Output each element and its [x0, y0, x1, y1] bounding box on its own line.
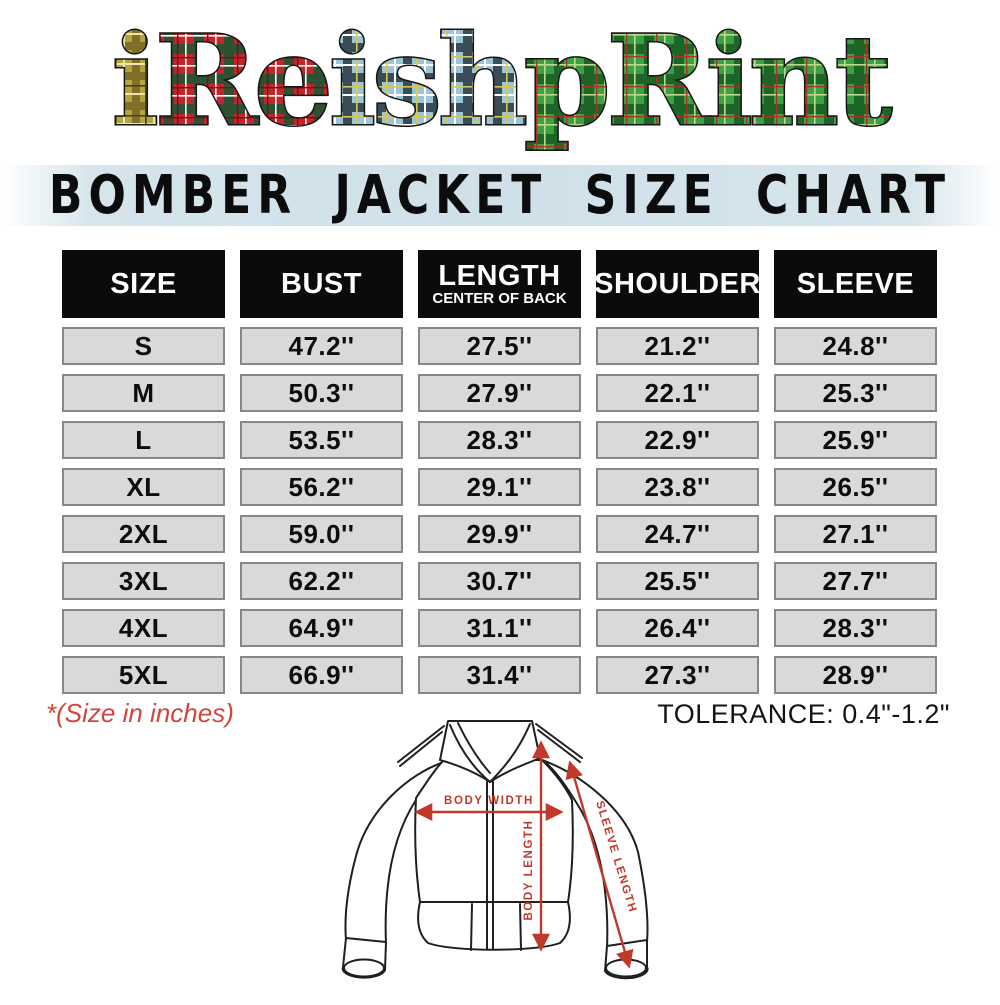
cell-bust: 66.9'' — [240, 656, 403, 694]
body-width-label: BODY WIDTH — [444, 795, 534, 807]
cell-bust: 56.2'' — [240, 468, 403, 506]
cell-shoulder: 22.9'' — [596, 421, 759, 459]
cell-sleeve: 27.1'' — [774, 515, 937, 553]
header-label: SIZE — [110, 267, 177, 300]
cell-bust: 64.9'' — [240, 609, 403, 647]
header-cell-shoulder: SHOULDER — [594, 250, 761, 318]
logo-segment-green: pRint — [524, 9, 892, 154]
measurement-arrows — [414, 740, 634, 969]
cell-length: 29.9'' — [418, 515, 581, 553]
cell-bust: 53.5'' — [240, 421, 403, 459]
cell-size: L — [62, 421, 225, 459]
cell-length: 29.1'' — [418, 468, 581, 506]
cell-length: 27.9'' — [418, 374, 581, 412]
header-sublabel: CENTER OF BACK — [432, 289, 567, 307]
cell-size: 2XL — [62, 515, 225, 553]
title-strip: BOMBER JACKET SIZE CHART — [0, 164, 1000, 227]
cell-shoulder: 27.3'' — [596, 656, 759, 694]
cell-bust: 59.0'' — [240, 515, 403, 553]
jacket-right-shoulder-seam — [535, 723, 583, 759]
jacket-band-seam-right — [519, 903, 522, 951]
jacket-collar-inner — [457, 722, 491, 774]
header-cell-bust: BUST — [240, 250, 403, 318]
cell-size: M — [62, 374, 225, 412]
jacket-vneck-right — [489, 723, 531, 783]
cell-shoulder: 25.5'' — [596, 562, 759, 600]
cell-length: 31.4'' — [418, 656, 581, 694]
cell-sleeve: 28.9'' — [774, 656, 937, 694]
cell-size: 4XL — [62, 609, 225, 647]
sleeve-length-arrow — [565, 760, 634, 969]
jacket-outline — [341, 720, 649, 980]
cell-size: 5XL — [62, 656, 225, 694]
cell-sleeve: 24.8'' — [774, 327, 937, 365]
brand-logo-text: iReishpRint — [112, 9, 892, 154]
jacket-left-shoulder-seam — [397, 725, 445, 763]
tolerance-note: TOLERANCE: 0.4"-1.2" — [657, 699, 950, 729]
jacket-left-cuff-rim — [343, 958, 385, 978]
size-table: SIZE BUST LENGTH CENTER OF BACK SHOULDER … — [62, 250, 938, 694]
cell-sleeve: 27.7'' — [774, 562, 937, 600]
header-label: BUST — [281, 267, 362, 300]
jacket-vneck-left — [449, 724, 491, 783]
cell-shoulder: 23.8'' — [596, 468, 759, 506]
logo-segment-gold: i — [112, 9, 157, 154]
cell-size: 3XL — [62, 562, 225, 600]
cell-sleeve: 25.9'' — [774, 421, 937, 459]
body-length-label: BODY LENGTH — [523, 819, 535, 920]
size-unit-note: *(Size in inches) — [46, 698, 234, 728]
jacket-left-shoulder-seam-2 — [399, 731, 443, 767]
jacket-right-cuff-rim — [605, 958, 647, 978]
cell-shoulder: 22.1'' — [596, 374, 759, 412]
jacket-diagram-svg: BODY WIDTH BODY LENGTH SLEEVE LENGTH — [341, 720, 649, 980]
header-cell-size: SIZE — [62, 250, 225, 318]
brand-logo: iReishpRint — [0, 0, 1000, 160]
cell-sleeve: 25.3'' — [774, 374, 937, 412]
jacket-measurement-diagram: BODY WIDTH BODY LENGTH SLEEVE LENGTH — [330, 718, 670, 1000]
logo-segment-red: Re — [155, 9, 329, 154]
cell-sleeve: 28.3'' — [774, 609, 937, 647]
cell-size: S — [62, 327, 225, 365]
jacket-band-seam-left — [470, 903, 473, 951]
cell-length: 30.7'' — [418, 562, 581, 600]
logo-segment-blue: ish — [329, 9, 526, 154]
header-label: LENGTH — [438, 259, 561, 292]
header-cell-length: LENGTH CENTER OF BACK — [418, 250, 581, 318]
cell-shoulder: 21.2'' — [596, 327, 759, 365]
page-title: BOMBER JACKET SIZE CHART — [48, 164, 952, 227]
jacket-right-shoulder-seam-2 — [537, 729, 581, 763]
cell-shoulder: 24.7'' — [596, 515, 759, 553]
cell-sleeve: 26.5'' — [774, 468, 937, 506]
brand-logo-svg: iReishpRint — [110, 8, 897, 156]
cell-length: 28.3'' — [418, 421, 581, 459]
cell-length: 27.5'' — [418, 327, 581, 365]
cell-bust: 50.3'' — [240, 374, 403, 412]
cell-bust: 62.2'' — [240, 562, 403, 600]
cell-size: XL — [62, 468, 225, 506]
header-cell-sleeve: SLEEVE — [774, 250, 937, 318]
cell-bust: 47.2'' — [240, 327, 403, 365]
cell-length: 31.1'' — [418, 609, 581, 647]
header-label: SLEEVE — [796, 267, 915, 300]
cell-shoulder: 26.4'' — [596, 609, 759, 647]
header-label: SHOULDER — [594, 267, 761, 300]
